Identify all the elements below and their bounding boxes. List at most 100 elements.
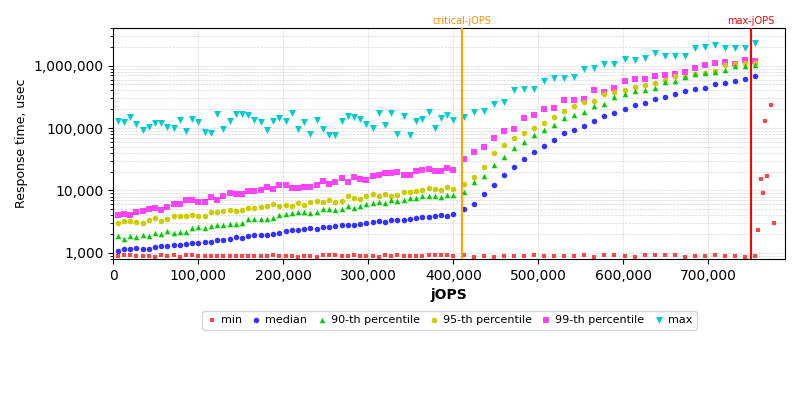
min [588,253,601,260]
95-th percentile [373,193,386,200]
99-th percentile [507,125,520,132]
90-th percentile [398,197,410,204]
max [124,114,137,120]
Point [764,102,777,109]
90-th percentile [558,115,570,122]
max [223,118,236,124]
95-th percentile [658,77,671,83]
min [447,252,460,259]
90-th percentile [366,200,379,206]
Point [754,176,767,183]
min [498,253,510,259]
95-th percentile [342,193,354,200]
95-th percentile [588,98,601,104]
min [329,252,342,258]
min [154,252,167,258]
95-th percentile [678,74,691,80]
95-th percentile [729,60,742,67]
max [304,131,317,137]
median [538,143,550,150]
median [223,235,236,242]
99-th percentile [391,169,404,176]
min [118,252,130,258]
min [304,253,317,260]
max [410,118,422,124]
90-th percentile [130,234,142,240]
median [548,137,561,143]
99-th percentile [608,84,621,91]
max [373,110,386,116]
median [391,217,404,223]
99-th percentile [167,201,180,207]
99-th percentile [709,60,722,67]
min [124,252,137,258]
99-th percentile [111,212,124,218]
90-th percentile [154,231,167,237]
median [360,220,373,226]
max [422,109,435,116]
95-th percentile [198,212,211,219]
90-th percentile [410,194,422,201]
90-th percentile [598,100,611,107]
max [254,119,267,126]
max [217,126,230,132]
99-th percentile [729,61,742,68]
99-th percentile [236,190,249,197]
min [291,253,304,260]
99-th percentile [342,179,354,186]
90-th percentile [111,233,124,240]
median [598,112,611,119]
90-th percentile [354,203,366,210]
min [198,253,211,260]
99-th percentile [118,211,130,217]
min [658,252,671,258]
95-th percentile [385,192,398,199]
median [142,246,155,252]
min [266,252,279,258]
max [154,120,167,126]
max [608,61,621,67]
min [130,252,142,259]
90-th percentile [167,230,180,236]
90-th percentile [391,198,404,204]
99-th percentile [689,64,702,71]
median [528,149,541,155]
median [518,155,530,162]
min [385,253,398,260]
90-th percentile [298,209,310,215]
min [538,253,550,259]
90-th percentile [498,154,510,160]
99-th percentile [266,186,279,192]
95-th percentile [434,187,447,193]
min [718,252,731,259]
90-th percentile [304,210,317,216]
median [678,88,691,94]
99-th percentile [298,184,310,190]
median [286,227,298,234]
95-th percentile [347,195,360,201]
95-th percentile [217,207,230,214]
99-th percentile [310,182,323,189]
min [458,252,470,258]
median [638,100,651,107]
95-th percentile [304,199,317,206]
95-th percentile [709,68,722,74]
min [738,253,751,260]
median [149,244,162,250]
90-th percentile [548,122,561,128]
max [310,116,323,123]
max [669,53,682,60]
99-th percentile [360,176,373,183]
min [248,253,261,259]
max [648,50,661,56]
max [558,74,570,81]
99-th percentile [205,194,218,200]
max [366,125,379,131]
max [210,111,223,118]
median [174,242,186,248]
max [136,127,149,133]
90-th percentile [658,79,671,85]
95-th percentile [608,89,621,95]
median [124,246,137,252]
median [373,218,386,224]
